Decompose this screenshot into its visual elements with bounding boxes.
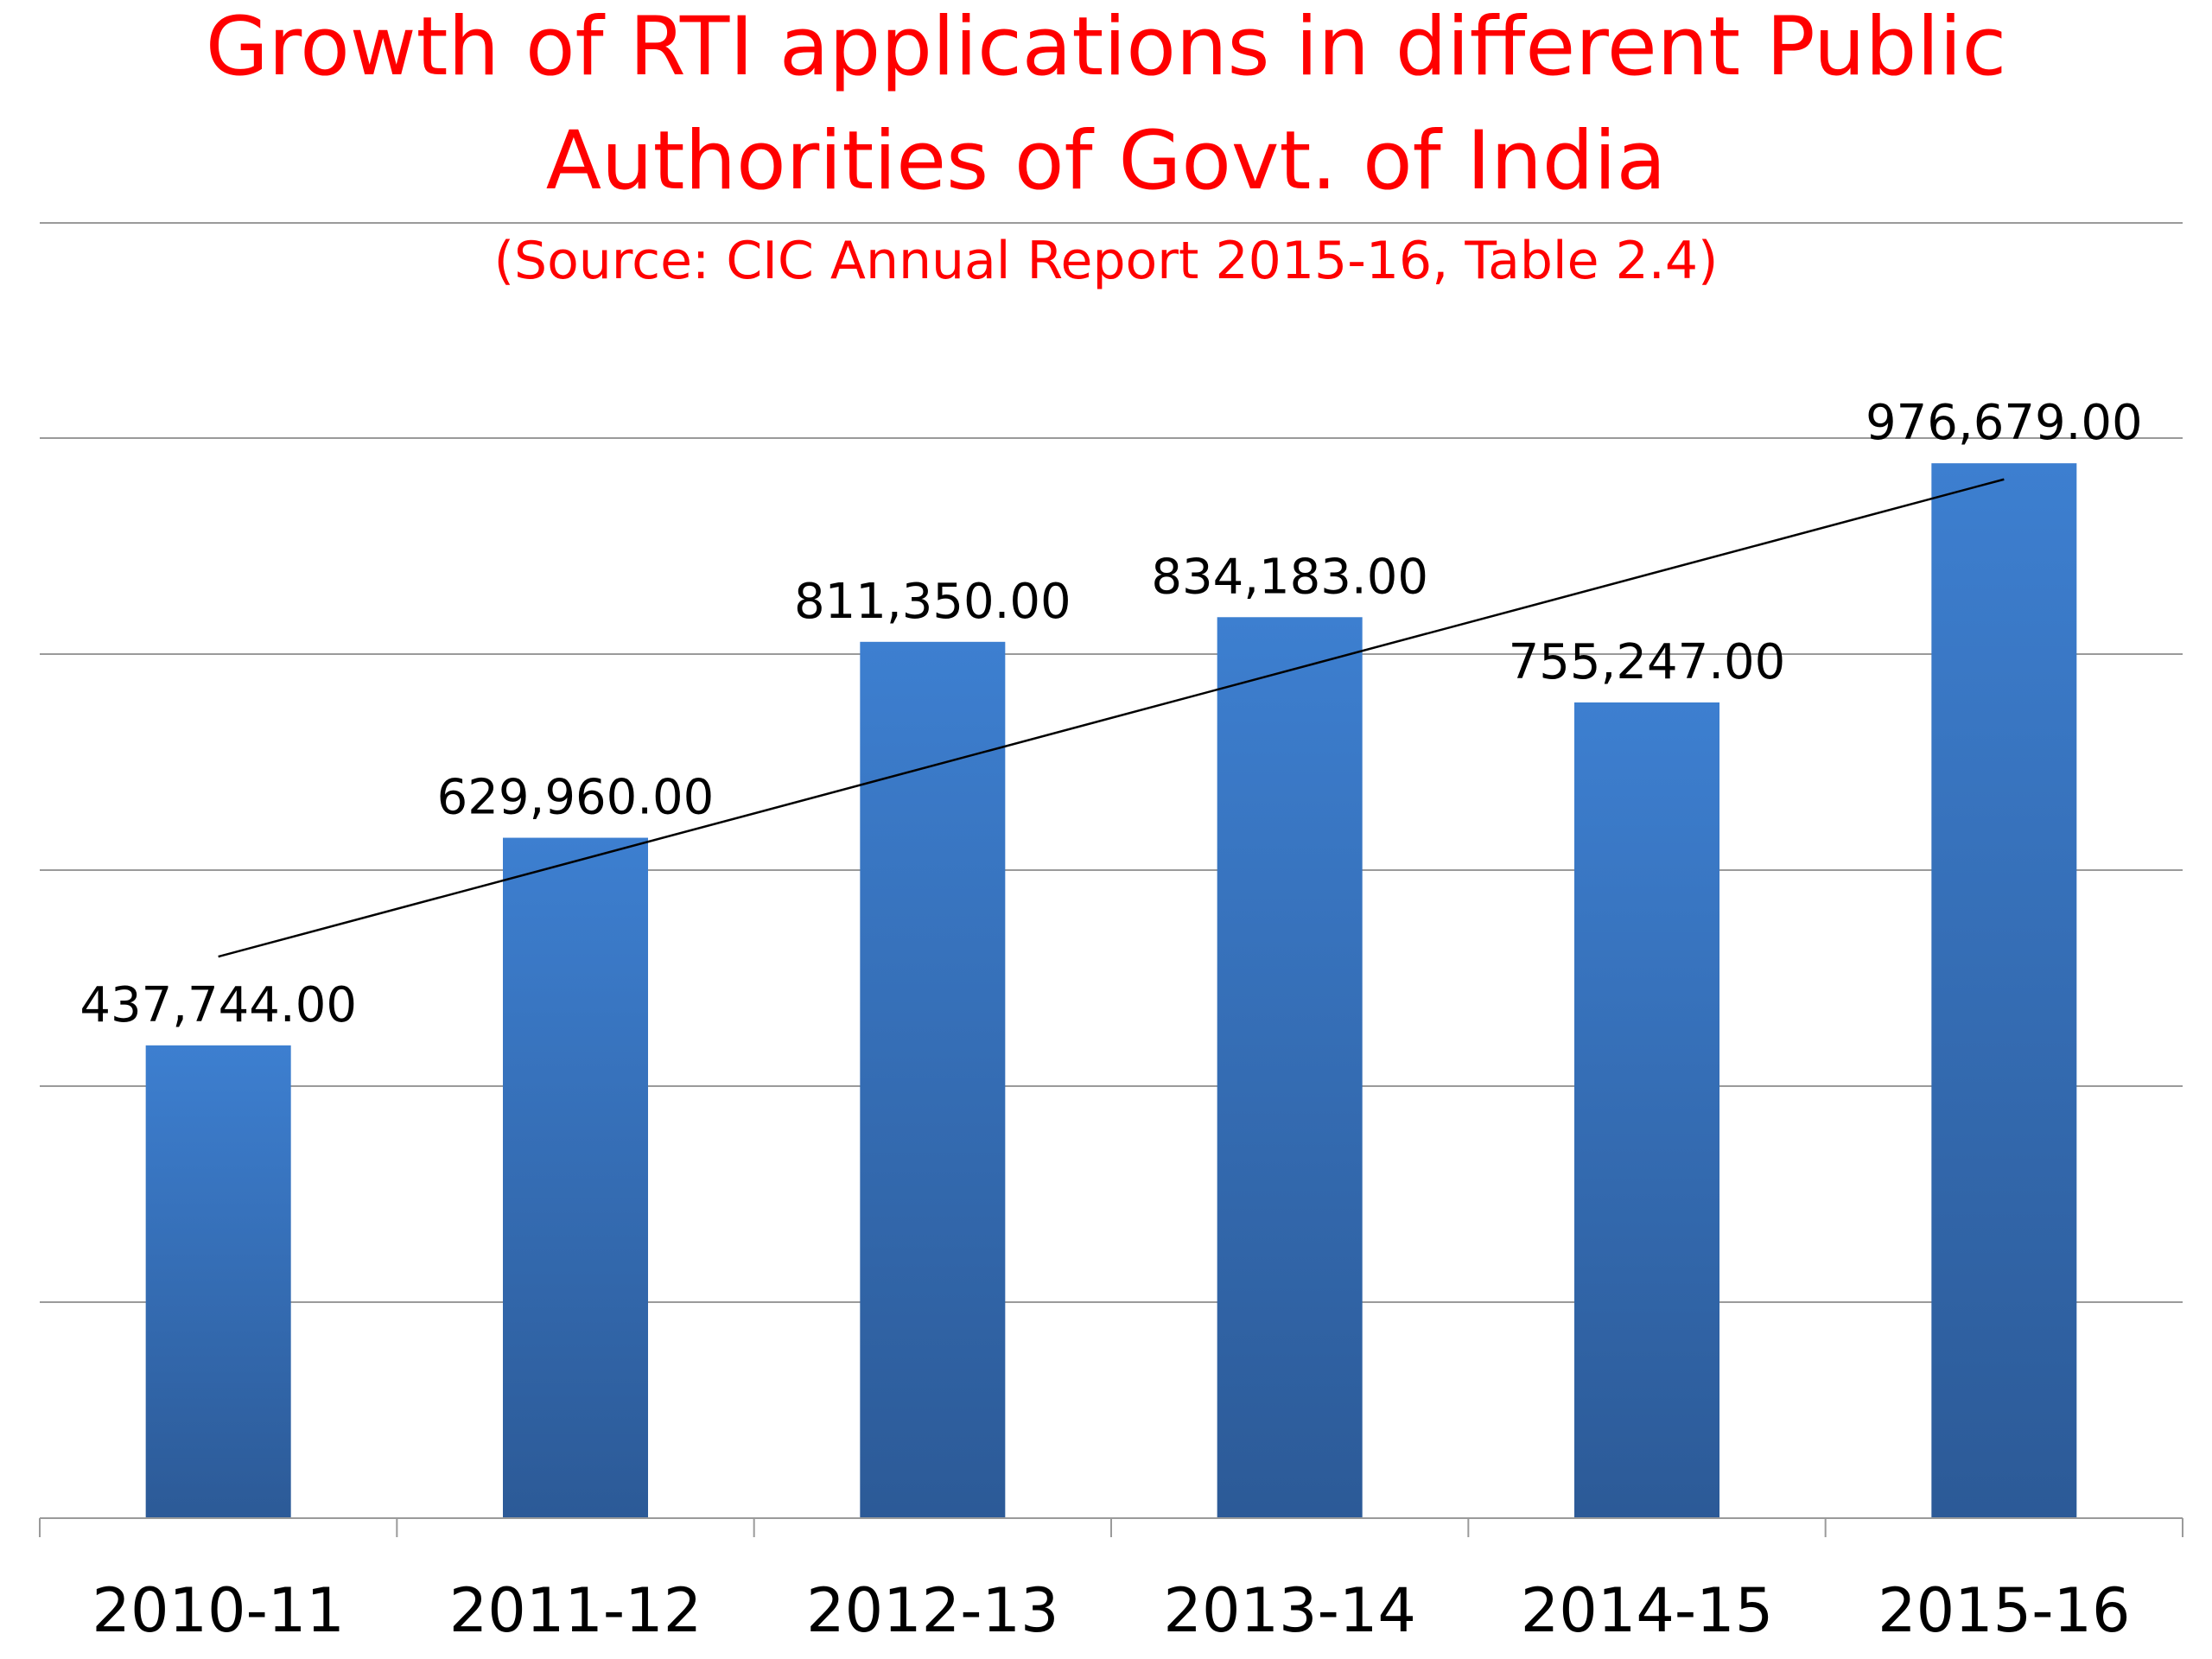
chart-title-line-1: Growth of RTI applications in different … — [205, 0, 2007, 94]
x-tick-label: 2012-13 — [806, 1575, 1058, 1646]
bar-2011-12 — [503, 837, 648, 1518]
bar-2013-14 — [1217, 617, 1363, 1518]
gridlines — [40, 437, 2183, 1303]
data-label: 437,744.00 — [79, 977, 357, 1033]
x-tick-label: 2014-15 — [1521, 1575, 1773, 1646]
bar-2014-15 — [1574, 702, 1719, 1518]
data-label: 755,247.00 — [1509, 634, 1786, 690]
data-label: 629,960.00 — [437, 770, 715, 826]
data-labels: 437,744.00 629,960.00 811,350.00 834,183.00… — [79, 395, 2142, 1033]
trendline-group — [218, 478, 2005, 958]
x-tick-label: 2011-12 — [449, 1575, 702, 1646]
data-label: 811,350.00 — [794, 574, 1071, 630]
x-tick-label: 2013-14 — [1163, 1575, 1415, 1646]
chart-subtitle: (Source: CIC Annual Report 2015-16, Tabl… — [493, 231, 1719, 291]
data-label: 834,183.00 — [1151, 549, 1428, 605]
bar-2015-16 — [1931, 463, 2077, 1518]
x-tick-label: 2015-16 — [1878, 1575, 2130, 1646]
x-axis — [39, 1517, 2183, 1537]
x-tick-label: 2010-11 — [92, 1575, 344, 1646]
bar-2012-13 — [860, 641, 1006, 1518]
data-label: 976,679.00 — [1866, 395, 2143, 451]
chart-title-line-2: Authorities of Govt. of India — [545, 114, 1667, 208]
trendline — [218, 478, 2005, 958]
bars — [145, 463, 2077, 1518]
bar-2010-11 — [145, 1045, 291, 1518]
x-tick-labels: 2010-11 2011-12 2012-13 2013-14 2014-15 2015-… — [92, 1575, 2130, 1646]
